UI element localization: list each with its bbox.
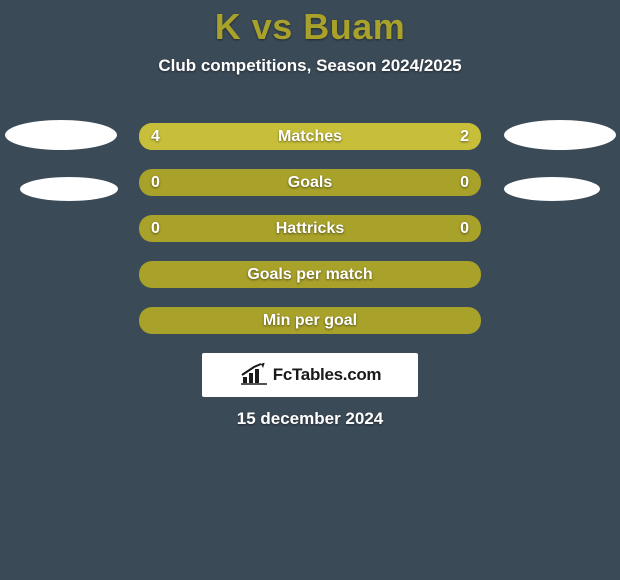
stat-right-value: 2 [460,128,469,146]
stat-row-matches: 4 Matches 2 [139,123,481,150]
stat-row-goals: 0 Goals 0 [139,169,481,196]
stat-row-min-per-goal: Min per goal [139,307,481,334]
stat-label: Min per goal [263,312,357,330]
chart-icon [239,363,269,387]
stat-left-value: 4 [151,128,160,146]
comparison-card: K vs Buam Club competitions, Season 2024… [0,0,620,580]
page-title: K vs Buam [0,0,620,48]
page-subtitle: Club competitions, Season 2024/2025 [0,56,620,76]
stat-right-value: 0 [460,174,469,192]
decoration-ellipse [504,177,600,201]
stat-right-value: 0 [460,220,469,238]
decoration-ellipse [20,177,118,201]
stat-label: Matches [278,128,342,146]
decoration-ellipse [504,120,616,150]
stat-left-value: 0 [151,174,160,192]
stat-row-goals-per-match: Goals per match [139,261,481,288]
stat-row-hattricks: 0 Hattricks 0 [139,215,481,242]
stat-label: Hattricks [276,220,344,238]
stat-left-value: 0 [151,220,160,238]
date-text: 15 december 2024 [0,409,620,429]
brand-badge[interactable]: FcTables.com [202,353,418,397]
brand-text: FcTables.com [273,365,382,385]
stat-label: Goals [288,174,332,192]
stat-label: Goals per match [247,266,372,284]
decoration-ellipse [5,120,117,150]
stats-rows: 4 Matches 2 0 Goals 0 0 Hattricks 0 Goal… [139,123,481,353]
